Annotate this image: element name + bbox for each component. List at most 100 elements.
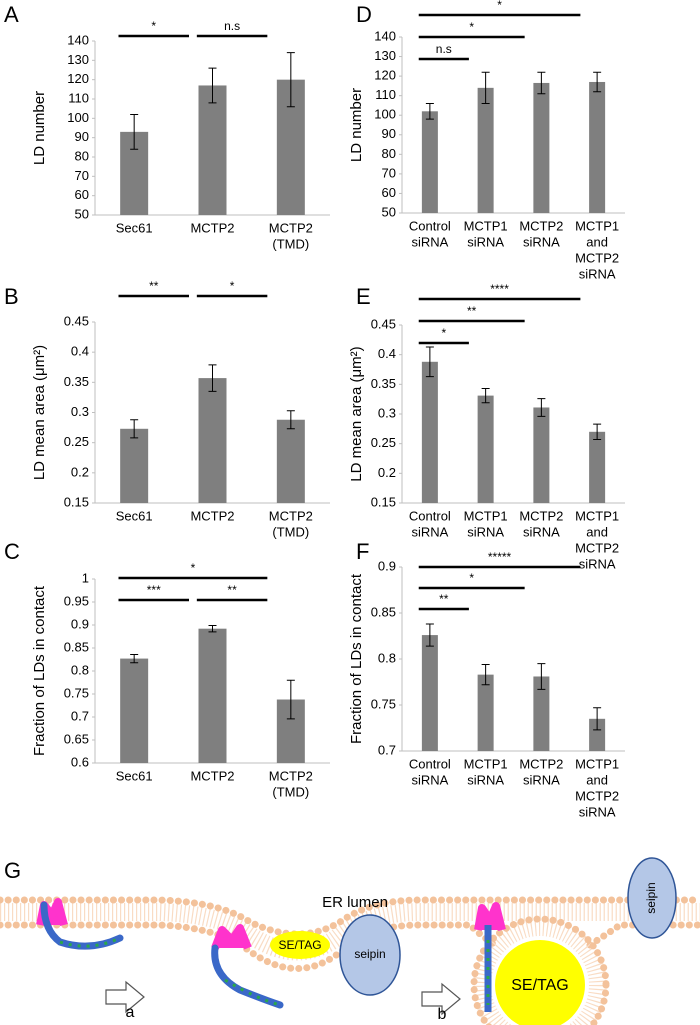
bar bbox=[120, 428, 149, 503]
error-bar bbox=[130, 653, 139, 664]
y-tick-label: 130 bbox=[374, 48, 396, 63]
x-tick-label: Control bbox=[409, 218, 451, 233]
x-tick-label: (TMD) bbox=[272, 236, 309, 251]
significance-label: n.s bbox=[436, 42, 452, 56]
error-bar bbox=[481, 71, 490, 104]
er-lumen-label: ER lumen bbox=[322, 894, 388, 911]
x-tick-label: siRNA bbox=[579, 804, 616, 819]
error-bar bbox=[481, 387, 490, 404]
bar bbox=[477, 395, 494, 503]
bar bbox=[120, 658, 149, 763]
x-tick-label: MCTP2 bbox=[575, 250, 619, 265]
x-tick-label: siRNA bbox=[411, 772, 448, 787]
mctp-tail-dots bbox=[59, 936, 121, 948]
y-tick-label: 0.35 bbox=[64, 374, 89, 389]
x-tick-label: MCTP2 bbox=[269, 768, 313, 783]
significance-label: * bbox=[151, 19, 156, 33]
x-tick-label: MCTP2 bbox=[575, 540, 619, 555]
step-label: b bbox=[438, 1006, 447, 1023]
significance-label: n.s bbox=[224, 19, 240, 33]
y-tick-label: 0.7 bbox=[378, 742, 396, 757]
y-tick-label: 60 bbox=[382, 185, 396, 200]
x-tick-label: MCTP1 bbox=[575, 218, 619, 233]
x-tick-label: MCTP1 bbox=[464, 508, 508, 523]
bar bbox=[198, 378, 227, 503]
significance-label: * bbox=[191, 561, 196, 575]
lipid-droplet bbox=[495, 940, 585, 1025]
error-bar bbox=[286, 52, 295, 108]
x-tick-label: Control bbox=[409, 508, 451, 523]
y-tick-label: 0.25 bbox=[64, 434, 89, 449]
error-bar bbox=[130, 113, 139, 150]
panel-letter: A bbox=[4, 2, 19, 27]
seipin-shape bbox=[627, 857, 677, 939]
y-tick-label: 0.75 bbox=[64, 685, 89, 700]
y-tick-label: 0.4 bbox=[378, 346, 396, 361]
mctp-protein bbox=[211, 924, 252, 950]
error-bar bbox=[286, 410, 295, 430]
significance-label: * bbox=[441, 326, 446, 340]
x-tick-label: siRNA bbox=[579, 266, 616, 281]
x-tick-label: MCTP1 bbox=[575, 756, 619, 771]
x-tick-label: Sec61 bbox=[116, 768, 153, 783]
x-tick-label: siRNA bbox=[523, 524, 560, 539]
y-tick-label: 0.35 bbox=[371, 376, 396, 391]
y-tick-label: 90 bbox=[382, 126, 396, 141]
x-tick-label: MCTP2 bbox=[575, 788, 619, 803]
error-bar bbox=[481, 664, 490, 686]
panel-letter: C bbox=[4, 539, 20, 564]
bar bbox=[421, 635, 438, 751]
y-tick-label: 0.9 bbox=[71, 616, 89, 631]
step-label: a bbox=[126, 1004, 135, 1021]
mctp-tail bbox=[211, 944, 284, 1009]
y-tick-label: 0.8 bbox=[378, 650, 396, 665]
arrow bbox=[105, 980, 145, 1014]
y-tick-label: 0.85 bbox=[64, 639, 89, 654]
y-axis-label: LD mean area (μm²) bbox=[31, 345, 48, 480]
y-tick-label: 1 bbox=[82, 570, 89, 585]
y-tick-label: 50 bbox=[75, 206, 89, 221]
bar bbox=[589, 431, 606, 503]
y-tick-label: 120 bbox=[67, 71, 89, 86]
y-tick-label: 100 bbox=[374, 107, 396, 122]
y-tick-label: 130 bbox=[67, 52, 89, 67]
error-bar bbox=[425, 102, 434, 120]
x-tick-label: MCTP2 bbox=[519, 218, 563, 233]
y-tick-label: 60 bbox=[75, 187, 89, 202]
lens bbox=[270, 931, 330, 959]
y-tick-label: 70 bbox=[75, 168, 89, 183]
y-tick-label: 140 bbox=[67, 32, 89, 47]
error-bar bbox=[537, 71, 546, 95]
x-tick-label: Sec61 bbox=[116, 508, 153, 523]
x-tick-label: MCTP2 bbox=[190, 508, 234, 523]
x-tick-label: siRNA bbox=[523, 772, 560, 787]
x-tick-label: MCTP2 bbox=[190, 220, 234, 235]
significance-label: * bbox=[469, 571, 474, 585]
arrow bbox=[421, 982, 461, 1016]
panel-letter: G bbox=[4, 858, 21, 883]
x-tick-label: siRNA bbox=[523, 234, 560, 249]
panel-letter: F bbox=[356, 539, 369, 564]
bar bbox=[276, 419, 305, 503]
bar bbox=[477, 674, 494, 751]
y-tick-label: 0.15 bbox=[371, 494, 396, 509]
x-tick-label: siRNA bbox=[579, 556, 616, 571]
bar bbox=[477, 87, 494, 213]
bar bbox=[589, 718, 606, 751]
bar bbox=[198, 628, 227, 763]
bar bbox=[533, 82, 550, 213]
se-tag-label: SE/TAG bbox=[278, 938, 321, 952]
error-bar bbox=[208, 364, 217, 392]
y-tick-label: 90 bbox=[75, 129, 89, 144]
error-bar bbox=[593, 71, 602, 93]
bar bbox=[198, 85, 227, 215]
y-tick-label: 110 bbox=[68, 90, 89, 105]
y-tick-label: 0.3 bbox=[378, 405, 396, 420]
se-tag-label: SE/TAG bbox=[511, 977, 569, 994]
x-tick-label: siRNA bbox=[467, 234, 504, 249]
x-tick-label: siRNA bbox=[411, 524, 448, 539]
y-tick-label: 0.65 bbox=[64, 731, 89, 746]
mctp-tail-dots bbox=[224, 978, 281, 1007]
significance-label: * bbox=[469, 20, 474, 34]
y-tick-label: 0.6 bbox=[71, 754, 89, 769]
